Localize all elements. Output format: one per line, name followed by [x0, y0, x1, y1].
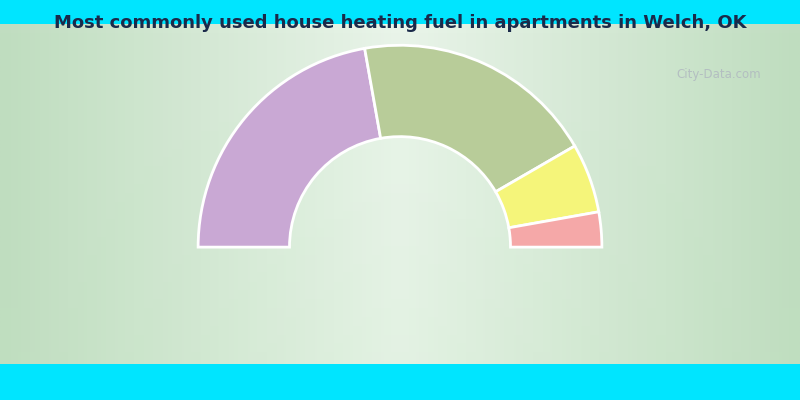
Text: City-Data.com: City-Data.com [676, 68, 761, 81]
Wedge shape [365, 45, 574, 192]
Wedge shape [496, 146, 598, 228]
Wedge shape [509, 212, 602, 247]
Text: Most commonly used house heating fuel in apartments in Welch, OK: Most commonly used house heating fuel in… [54, 14, 746, 32]
Wedge shape [198, 48, 381, 247]
